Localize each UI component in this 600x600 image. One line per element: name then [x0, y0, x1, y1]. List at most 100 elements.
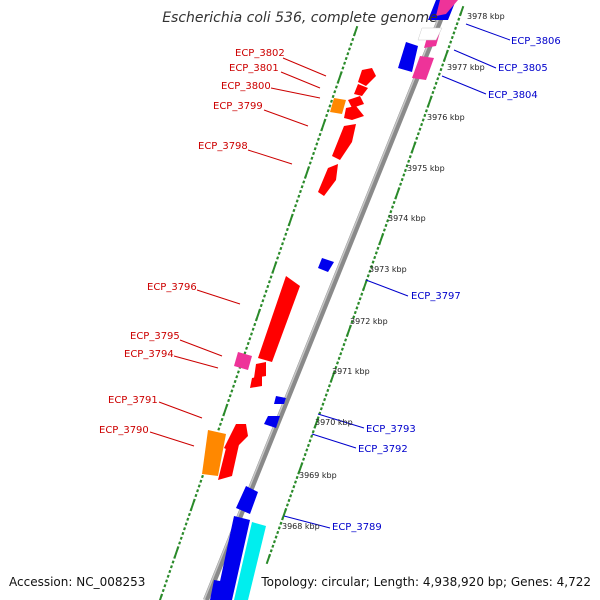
outer-tick-track: [158, 25, 359, 600]
tick-mark: [199, 479, 203, 483]
tick-mark: [287, 498, 291, 503]
tick-mark: [384, 223, 388, 228]
tick-mark: [183, 527, 186, 531]
tick-mark: [320, 128, 324, 132]
gene-ecp-3806-pink[interactable]: [436, 0, 458, 16]
gene-ecp-3805-blue[interactable]: [398, 42, 418, 72]
tick-mark: [295, 475, 299, 480]
kbp-label: 3978 kbp: [467, 12, 505, 21]
gene-label-ecp-3804[interactable]: ECP_3804: [488, 90, 538, 101]
tick-mark: [166, 574, 170, 578]
tick-mark: [298, 464, 303, 473]
gene-label-ecp-3801[interactable]: ECP_3801: [229, 63, 279, 74]
gene-ecp-3800[interactable]: [348, 96, 364, 108]
gene-ecp-3789-cyan[interactable]: [234, 522, 266, 600]
tick-mark: [443, 51, 449, 60]
gene-ecp-3789-c[interactable]: [210, 580, 226, 600]
gene-ecp-3794[interactable]: [254, 362, 266, 378]
gene-label-ecp-3792[interactable]: ECP_3792: [358, 444, 408, 455]
gene-ecp-3798[interactable]: [332, 124, 356, 160]
tick-mark: [171, 560, 175, 564]
tick-mark: [411, 143, 416, 152]
tick-mark: [289, 494, 293, 498]
tick-mark: [455, 22, 459, 26]
gene-label-ecp-3796[interactable]: ECP_3796: [147, 282, 197, 293]
tick-mark: [373, 255, 377, 260]
tick-mark: [292, 208, 296, 213]
gene-ecp-3794-b[interactable]: [250, 376, 262, 388]
gene-ecp-3789[interactable]: [236, 486, 258, 514]
gene-label-ecp-3799[interactable]: ECP_3799: [213, 101, 263, 112]
gene-ecp-3798-b[interactable]: [318, 164, 338, 196]
gene-label-ecp-3795[interactable]: ECP_3795: [130, 331, 180, 342]
kbp-label: 3976 kbp: [427, 113, 465, 122]
tick-mark: [321, 120, 326, 130]
tick-mark: [336, 361, 340, 365]
gene-label-ecp-3802[interactable]: ECP_3802: [235, 48, 285, 59]
tick-mark: [158, 595, 163, 600]
gene-label-ecp-3805[interactable]: ECP_3805: [498, 63, 548, 74]
kbp-label: 3972 kbp: [350, 317, 388, 326]
tick-mark: [329, 379, 333, 383]
gene-ecp-3804[interactable]: [412, 56, 434, 80]
tick-mark: [306, 443, 310, 448]
gene-label-ecp-3791[interactable]: ECP_3791: [108, 395, 158, 406]
tick-mark: [352, 315, 356, 319]
tick-mark: [281, 517, 285, 521]
gene-ecp-3801[interactable]: [354, 84, 368, 96]
gene-ecp-3802[interactable]: [358, 68, 376, 86]
gene-label-ecp-3798[interactable]: ECP_3798: [198, 141, 248, 152]
tick-mark: [248, 337, 252, 341]
gene-ecp-3793[interactable]: [274, 396, 286, 404]
tick-mark: [392, 200, 396, 205]
tick-mark: [310, 156, 314, 160]
gene-ecp-3792[interactable]: [264, 416, 280, 428]
gene-label-ecp-3794[interactable]: ECP_3794: [124, 349, 174, 360]
gene-label-ecp-3793[interactable]: ECP_3793: [366, 424, 416, 435]
tick-mark: [287, 223, 291, 227]
gene-ecp-3797[interactable]: [318, 258, 334, 272]
kbp-label: 3968 kbp: [282, 522, 320, 531]
tick-mark: [387, 214, 391, 218]
tick-mark: [223, 405, 228, 415]
tick-mark: [269, 275, 273, 279]
gene-ecp-3799[interactable]: [330, 98, 346, 114]
gene-ecp-3796[interactable]: [258, 276, 300, 362]
tick-mark: [261, 299, 265, 303]
gene-ecp-3791-b[interactable]: [218, 440, 240, 480]
tick-mark: [395, 189, 400, 198]
tick-mark: [400, 177, 404, 182]
kbp-label: 3974 kbp: [388, 214, 426, 223]
tick-mark: [295, 199, 299, 203]
tick-mark: [196, 489, 200, 493]
tick-mark: [390, 205, 394, 209]
gene-ecp-3789-b[interactable]: [216, 516, 250, 600]
gene-label-ecp-3806[interactable]: ECP_3806: [511, 36, 561, 47]
tick-mark: [253, 322, 257, 327]
kbp-label: 3971 kbp: [332, 367, 370, 376]
gene-label-ecp-3789[interactable]: ECP_3789: [332, 522, 382, 533]
tick-mark: [368, 269, 372, 273]
tick-mark: [357, 301, 361, 306]
tick-mark: [274, 261, 278, 265]
tick-mark: [323, 118, 327, 122]
gene-label-ecp-3797[interactable]: ECP_3797: [411, 291, 461, 302]
tick-mark: [426, 104, 430, 108]
tick-mark: [358, 297, 362, 301]
gene-label-ecp-3790[interactable]: ECP_3790: [99, 425, 149, 436]
tick-mark: [173, 555, 177, 559]
gene-ecp-3790[interactable]: [202, 430, 226, 476]
tick-mark: [220, 417, 224, 422]
gene-ecp-3799-b[interactable]: [344, 106, 364, 120]
tick-mark: [258, 308, 262, 312]
tick-mark: [197, 484, 201, 488]
tick-mark: [374, 251, 378, 255]
gene-label-ecp-3800[interactable]: ECP_3800: [221, 81, 271, 92]
tick-mark: [349, 42, 353, 46]
tick-mark: [408, 154, 412, 159]
tick-mark: [189, 508, 193, 512]
gene-ecp-3804-b[interactable]: [417, 27, 443, 41]
tick-mark: [263, 294, 267, 298]
tick-mark: [321, 402, 325, 406]
gene-ecp-3795[interactable]: [234, 352, 252, 370]
